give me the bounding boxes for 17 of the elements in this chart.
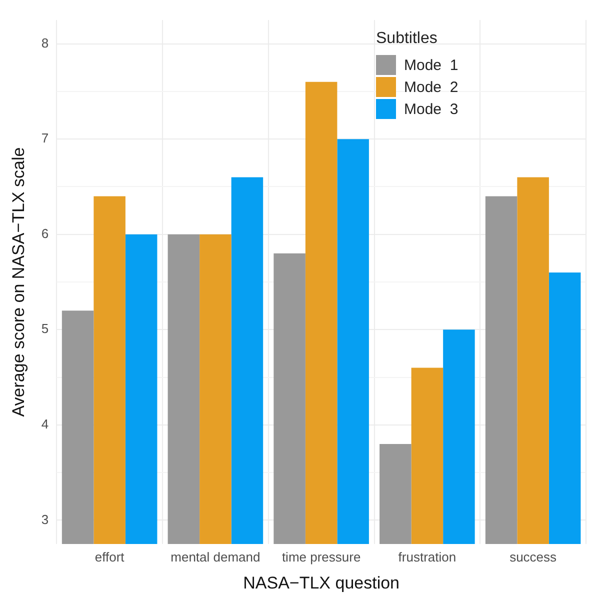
y-tick-label: 4: [41, 416, 49, 432]
legend-label: Mode 2: [404, 78, 458, 96]
x-tick-label: mental demand: [170, 549, 260, 564]
legend-label: Mode 1: [404, 56, 458, 74]
y-tick-label: 5: [41, 321, 49, 336]
x-tick-label: effort: [94, 549, 125, 564]
y-tick-label: 6: [41, 226, 49, 241]
x-tick-label: success: [510, 549, 558, 564]
y-axis-title: Average score on NASA−TLX scale: [8, 147, 28, 417]
legend-label: Mode 3: [404, 100, 458, 118]
y-tick-label: 8: [41, 35, 49, 50]
x-tick-label: frustration: [398, 549, 456, 564]
y-tick-label: 3: [41, 512, 49, 527]
y-tick-label: 7: [41, 130, 49, 146]
x-tick-label: time pressure: [282, 549, 361, 564]
x-axis-title: NASA−TLX question: [243, 573, 400, 592]
legend-title: Subtitles: [376, 30, 438, 48]
